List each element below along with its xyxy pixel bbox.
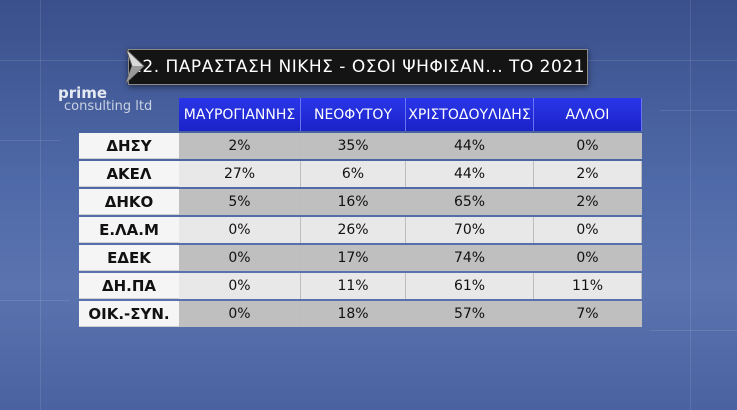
table-cell: 18% (301, 301, 406, 327)
row-label: ΔΗΣΥ (79, 133, 179, 159)
table-cell: 35% (301, 133, 406, 159)
title-box: 12. ΠΑΡΑΣΤΑΣΗ ΝΙΚΗΣ - ΟΣΟΙ ΨΗΦΙΣΑΝ... ΤΟ… (128, 49, 588, 85)
table-cell: 0% (534, 217, 642, 243)
table-cell: 0% (179, 245, 301, 271)
arrow-icon (125, 48, 145, 84)
row-label: ΑΚΕΛ (79, 161, 179, 187)
table-cell: 74% (406, 245, 534, 271)
table-cell: 11% (301, 273, 406, 299)
table-cell: 17% (301, 245, 406, 271)
table-cell: 0% (534, 245, 642, 271)
table-cell: 2% (179, 133, 301, 159)
title-banner: 12. ΠΑΡΑΣΤΑΣΗ ΝΙΚΗΣ - ΟΣΟΙ ΨΗΦΙΣΑΝ... ΤΟ… (118, 43, 598, 89)
table-cell: 70% (406, 217, 534, 243)
table-cell: 11% (534, 273, 642, 299)
column-header-4: ΑΛΛΟΙ (534, 98, 642, 131)
chart-title: 12. ΠΑΡΑΣΤΑΣΗ ΝΙΚΗΣ - ΟΣΟΙ ΨΗΦΙΣΑΝ... ΤΟ… (131, 57, 585, 77)
table-cell: 44% (406, 133, 534, 159)
column-header-3: ΧΡΙΣΤΟΔΟΥΛΙΔΗΣ (406, 98, 534, 131)
brand-logo: prime consulting ltd (58, 84, 153, 114)
row-label: ΟΙΚ.-ΣΥΝ. (79, 301, 179, 327)
row-label: ΔΗ.ΠΑ (79, 273, 179, 299)
table-cell: 0% (534, 133, 642, 159)
logo-line2: consulting ltd (64, 99, 153, 114)
table-cell: 0% (179, 217, 301, 243)
table-cell: 5% (179, 189, 301, 215)
table-cell: 61% (406, 273, 534, 299)
row-label: Ε.ΛΑ.Μ (79, 217, 179, 243)
table-cell: 2% (534, 161, 642, 187)
table-cell: 16% (301, 189, 406, 215)
column-header-1: ΜΑΥΡΟΓΙΑΝΝΗΣ (179, 98, 301, 131)
table-cell: 0% (179, 301, 301, 327)
table-cell: 2% (534, 189, 642, 215)
table-cell: 26% (301, 217, 406, 243)
table-cell: 0% (179, 273, 301, 299)
row-label: ΕΔΕΚ (79, 245, 179, 271)
table-cell: 65% (406, 189, 534, 215)
table-cell: 7% (534, 301, 642, 327)
table-cell: 57% (406, 301, 534, 327)
row-label: ΔΗΚΟ (79, 189, 179, 215)
column-header-2: ΝΕΟΦΥΤΟΥ (301, 98, 406, 131)
logo-line1: prime (58, 84, 108, 102)
table-cell: 44% (406, 161, 534, 187)
table-cell: 27% (179, 161, 301, 187)
table-cell: 6% (301, 161, 406, 187)
